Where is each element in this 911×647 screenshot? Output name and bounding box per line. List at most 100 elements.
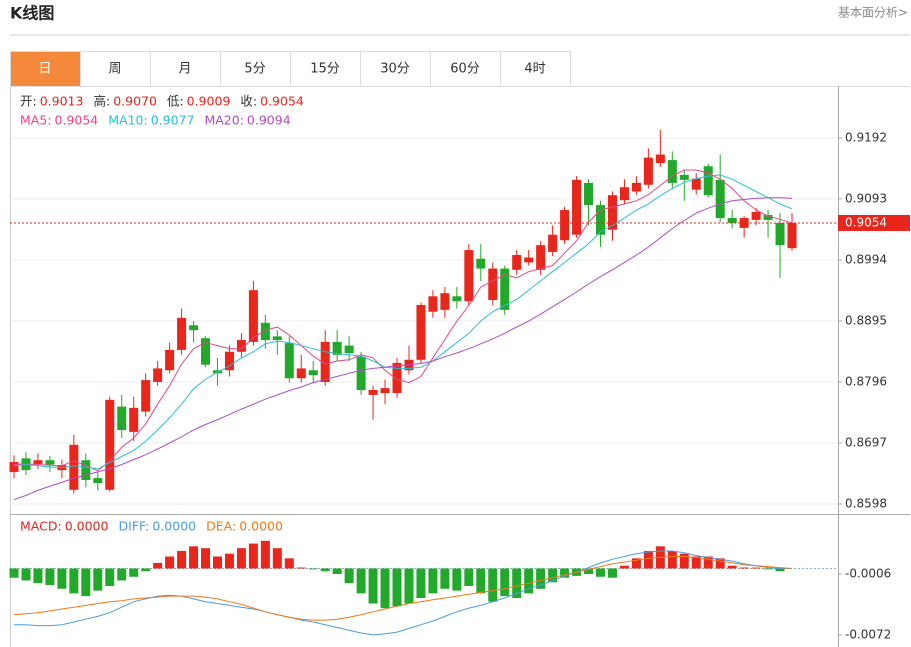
candle-body bbox=[201, 338, 211, 365]
y-tick-label: 0.9093 bbox=[845, 191, 887, 205]
candle-body bbox=[572, 179, 582, 235]
macd-bar bbox=[320, 568, 330, 572]
candle-body bbox=[380, 388, 390, 394]
legend-value: 0.9054 bbox=[260, 94, 304, 109]
y-tick-label: 0.8598 bbox=[845, 496, 887, 510]
macd-bar bbox=[643, 550, 653, 569]
tab[interactable] bbox=[80, 51, 151, 87]
candle-body bbox=[512, 255, 522, 270]
line bbox=[13, 556, 793, 621]
line bbox=[13, 197, 793, 501]
legend-value: 0.9077 bbox=[151, 113, 195, 128]
macd-bar bbox=[165, 556, 175, 569]
macd-bar bbox=[739, 567, 749, 569]
candle-body bbox=[452, 296, 462, 302]
candle-body bbox=[703, 166, 713, 196]
tab-label: 日 bbox=[38, 62, 51, 77]
candle-body bbox=[356, 356, 366, 390]
legend-label: 开: bbox=[20, 94, 37, 109]
tab-label: 4时 bbox=[524, 62, 545, 77]
candle-body bbox=[236, 340, 246, 352]
candle-body bbox=[655, 154, 665, 164]
candle-body bbox=[667, 160, 677, 183]
macd-bar bbox=[248, 543, 258, 569]
candle-body bbox=[129, 407, 139, 432]
tab[interactable] bbox=[10, 51, 81, 87]
tab-label: 月 bbox=[178, 62, 191, 77]
last-price-box bbox=[838, 214, 910, 231]
macd-bar bbox=[296, 567, 306, 569]
macd-bar bbox=[368, 568, 378, 604]
macd-bar bbox=[33, 568, 43, 584]
candle-body bbox=[332, 341, 342, 355]
candle-body bbox=[787, 222, 797, 249]
macd-bar bbox=[332, 568, 342, 575]
candle-body bbox=[284, 343, 294, 379]
tab-label: 5分 bbox=[244, 62, 265, 77]
tab[interactable] bbox=[290, 51, 361, 87]
candle-body bbox=[81, 460, 91, 480]
macd-bar bbox=[679, 553, 689, 569]
legend-value: 0.0000 bbox=[239, 519, 283, 534]
macd-bar bbox=[452, 568, 462, 591]
candle-body bbox=[260, 322, 270, 341]
candle-body bbox=[536, 245, 546, 270]
y-tick-label: 0.9192 bbox=[845, 130, 887, 144]
tab-label: 15分 bbox=[310, 62, 340, 77]
candle-body bbox=[500, 268, 510, 310]
candle-body bbox=[691, 178, 701, 190]
last-price-label: 0.9054 bbox=[845, 215, 887, 229]
candle-body bbox=[392, 362, 402, 394]
candle-body bbox=[763, 214, 773, 220]
macd-bar bbox=[45, 568, 55, 586]
candle-body bbox=[368, 389, 378, 395]
macd-bar bbox=[607, 568, 617, 578]
macd-bar bbox=[512, 568, 522, 598]
candle-body bbox=[619, 187, 629, 201]
legend-label: MACD: bbox=[20, 519, 62, 534]
candle-body bbox=[296, 368, 306, 379]
candle-body bbox=[308, 370, 318, 376]
candle-body bbox=[344, 345, 354, 353]
tab[interactable] bbox=[430, 51, 501, 87]
legend-value: 0.0000 bbox=[65, 519, 109, 534]
candle-body bbox=[631, 182, 641, 192]
macd-bar bbox=[105, 568, 115, 586]
macd-bar bbox=[189, 546, 199, 569]
candle-body bbox=[45, 460, 55, 465]
y-tick-label: -0.0006 bbox=[845, 567, 891, 581]
tab[interactable] bbox=[150, 51, 221, 87]
macd-bar bbox=[272, 548, 282, 569]
legend-label: MA5: bbox=[20, 113, 52, 128]
macd-bar bbox=[9, 568, 19, 578]
macd-bar bbox=[141, 568, 151, 572]
page-title: K线图 bbox=[10, 4, 54, 23]
macd-bar bbox=[416, 568, 426, 598]
candle-body bbox=[93, 478, 103, 484]
candle-body bbox=[679, 174, 689, 180]
macd-bar bbox=[356, 568, 366, 594]
tab[interactable] bbox=[500, 51, 571, 87]
macd-bar bbox=[464, 568, 474, 586]
candle-body bbox=[643, 157, 653, 185]
macd-bar bbox=[524, 568, 534, 594]
candle-body bbox=[584, 182, 594, 206]
macd-bar bbox=[201, 548, 211, 569]
legend-value: 0.9070 bbox=[113, 94, 157, 109]
candle-body bbox=[9, 462, 19, 472]
candle-body bbox=[739, 218, 749, 228]
macd-bar bbox=[236, 548, 246, 569]
macd-bar bbox=[129, 568, 139, 577]
candle-body bbox=[248, 290, 258, 342]
y-tick-label: 0.8697 bbox=[845, 435, 887, 449]
candle-body bbox=[595, 205, 605, 235]
candle-body bbox=[548, 234, 558, 252]
macd-bar bbox=[703, 556, 713, 569]
macd-bar bbox=[667, 550, 677, 569]
macd-bar bbox=[392, 568, 402, 607]
macd-bar bbox=[21, 568, 31, 581]
macd-bar bbox=[344, 568, 354, 584]
macd-bar bbox=[153, 562, 163, 569]
macd-bar bbox=[595, 568, 605, 577]
fundamental-link[interactable]: 基本面分析> bbox=[838, 6, 908, 20]
